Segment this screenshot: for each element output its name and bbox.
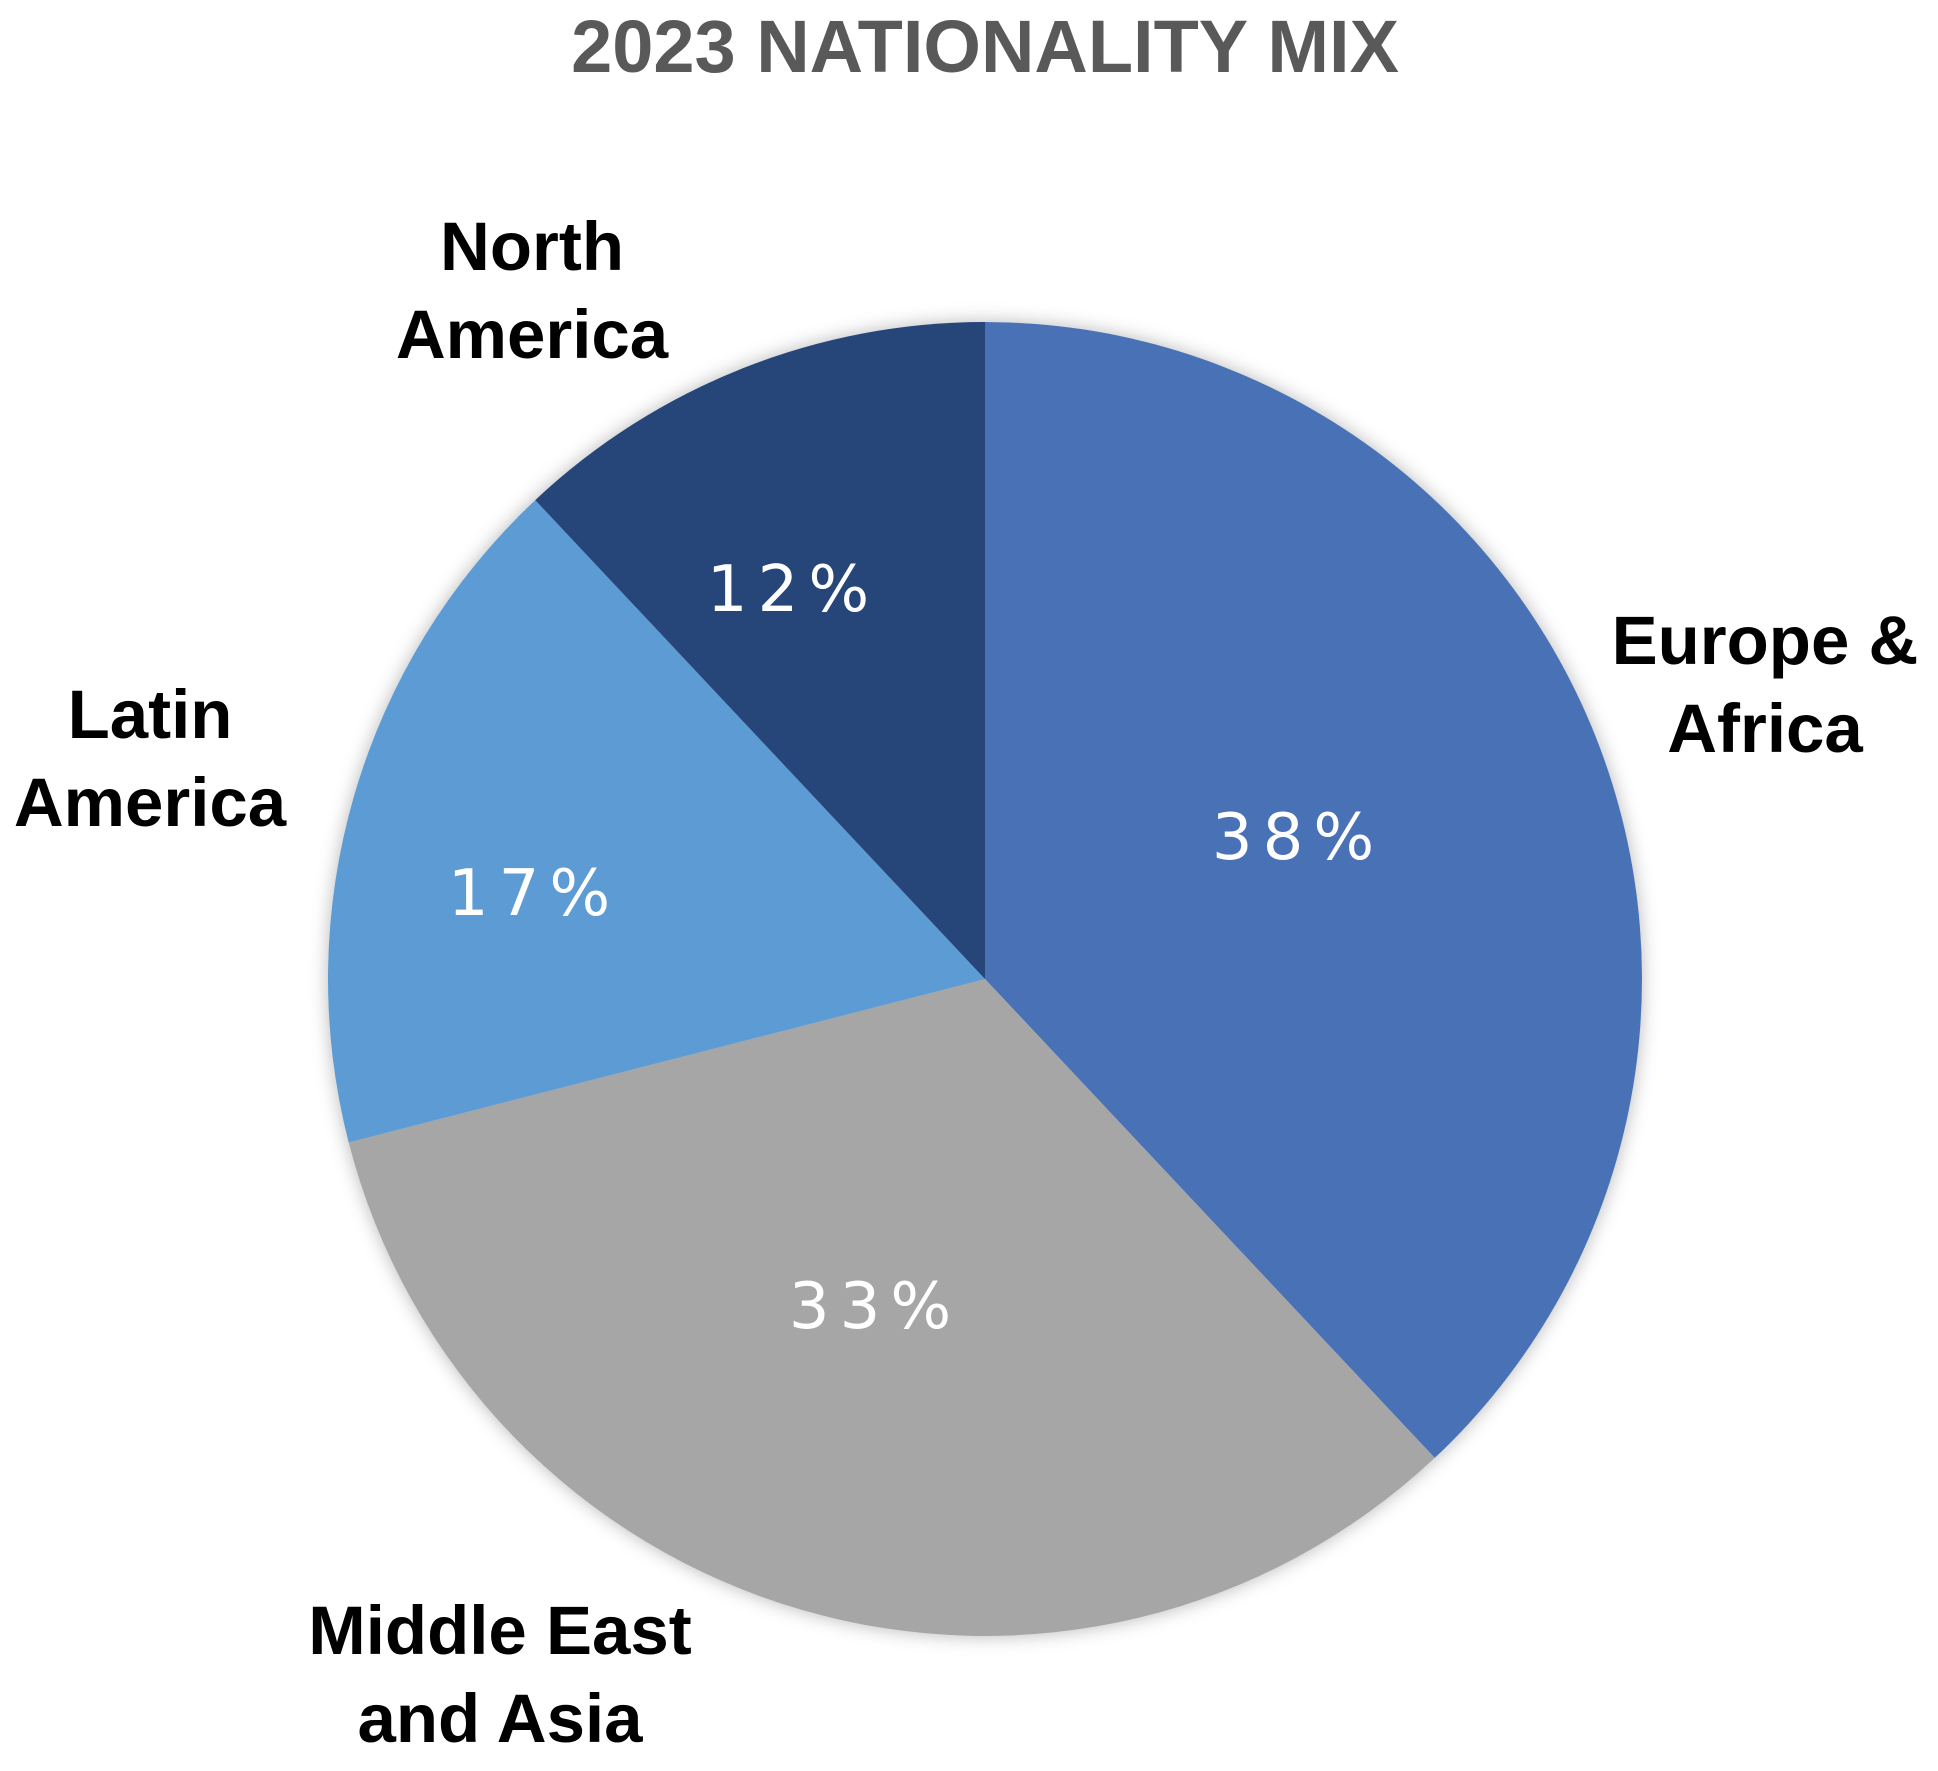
pie-slice-latin-america bbox=[328, 500, 986, 1143]
category-label-middle-east-and-asia: Middle East and Asia bbox=[308, 1592, 691, 1757]
pie-slice-middle-east-and-asia bbox=[348, 979, 1435, 1637]
category-label-europe-africa: Europe & Africa bbox=[1612, 602, 1919, 767]
data-label-latin-america: 17% bbox=[448, 857, 620, 931]
pie-slices bbox=[328, 322, 1642, 1637]
category-label-latin-america: Latin America bbox=[14, 676, 287, 841]
pie-slice-north-america bbox=[535, 322, 985, 979]
chart-title: 2023 NATIONALITY MIX bbox=[571, 5, 1399, 88]
category-label-north-america: North America bbox=[396, 208, 669, 373]
data-label-north-america: 12% bbox=[707, 553, 879, 627]
data-label-middle-east-and-asia: 33% bbox=[789, 1270, 961, 1344]
pie-slice-europe-africa bbox=[985, 322, 1642, 1458]
percentage-labels: 38% 33% 17% 12% bbox=[448, 553, 1384, 1344]
data-label-europe-africa: 38% bbox=[1212, 801, 1384, 875]
category-labels: Europe & Africa Middle East and Asia Latin Am… bbox=[14, 208, 1919, 1757]
